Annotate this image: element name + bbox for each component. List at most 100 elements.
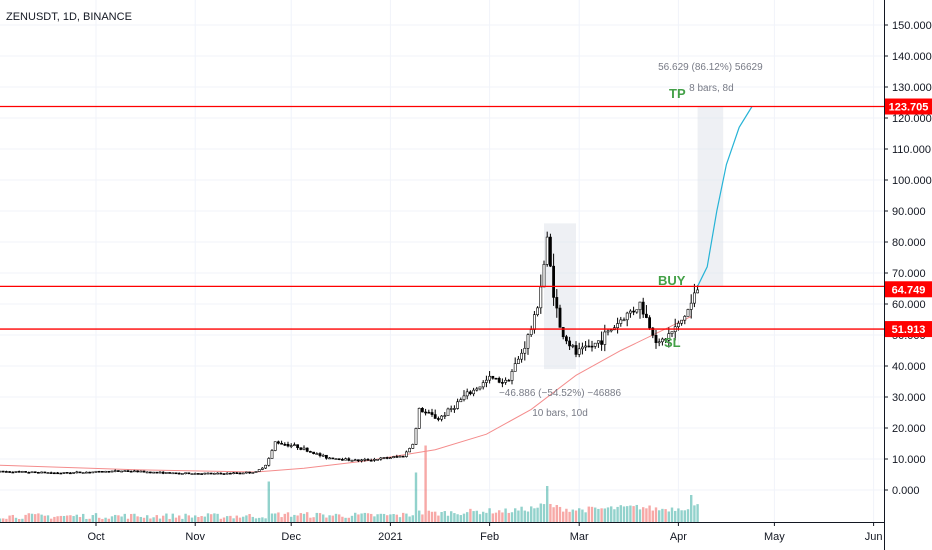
candle [462,395,466,400]
measure-down-line1: −46.886 (−54.52%) −46886 [499,388,621,399]
candle [600,340,604,345]
volume-bar [78,517,82,522]
volume-bar [309,517,312,522]
candle [584,345,588,348]
candle [404,451,408,457]
price-tick-label: 120.000 [892,113,932,125]
candle [184,472,188,475]
volume-bar [14,517,18,522]
candle [347,458,351,461]
volume-bar [533,508,536,522]
candle [107,470,111,473]
candle [225,472,229,475]
candle [356,459,360,462]
candle [398,455,402,458]
candle [65,472,69,474]
volume-bar [475,510,478,522]
volume-bar [261,517,264,522]
candle [360,459,364,462]
measure-box-down [544,223,576,370]
volume-bar [619,505,622,522]
volume-bar [603,508,606,522]
candle [168,472,172,474]
candle [340,459,344,461]
volume-bar [190,517,194,522]
candle [190,473,194,475]
volume-bar [181,518,184,522]
volume-bar [296,515,299,522]
candle [484,379,488,383]
level-tag-bg [885,281,932,298]
candle [257,469,261,472]
candle [568,340,572,347]
projection-line [697,106,753,287]
candle [36,472,40,474]
candle [536,307,540,315]
volume-bar [661,508,664,522]
candle [56,472,60,475]
volume-bar [680,510,683,522]
volume-bar [578,508,581,522]
horizontal-levels[interactable] [0,105,884,330]
volume-bar [405,513,408,522]
candle [49,472,53,474]
candle [292,444,296,446]
volume-bar [357,514,360,522]
candle [296,444,300,448]
candle [366,459,370,461]
volume-bar [462,513,466,522]
volume-bar [107,518,110,522]
candle [142,470,146,473]
projection-path [697,106,753,287]
volume-bar [88,518,91,522]
volume-bar [187,515,190,522]
volume-bar [366,513,370,522]
volume-bar [504,508,507,522]
volume-bar [82,513,85,522]
volume-bar [283,513,286,522]
volume-bar [651,510,654,522]
volume-bar [270,513,274,522]
volume-bar [165,513,168,522]
volume-bar [322,514,325,522]
volume-bar [152,517,155,522]
candle [587,345,591,348]
volume-bar [245,515,248,522]
volume-bar [453,513,456,522]
candle [8,471,12,473]
volume-bar [286,512,290,522]
volume-bar [50,518,53,522]
volume-bar [667,511,670,522]
volume-bar [306,512,309,522]
volume-bar [334,513,338,522]
volume-bar [219,518,222,522]
volume-bar [450,511,453,522]
candle [254,471,258,473]
volume-bar [139,516,142,522]
candle [302,447,306,450]
volume-bar [75,514,78,522]
volume-bar [34,514,37,522]
volume-bar [622,506,626,522]
volume-bar [2,518,5,522]
volume-bar [94,513,98,522]
volume-bar [686,509,690,522]
volume-bar [482,511,485,522]
candle [197,473,200,475]
candle [590,345,594,348]
price-tick-label: 20.000 [892,423,926,435]
volume-bar [574,510,578,522]
candle [206,472,210,475]
volume-bar [558,506,562,522]
volume-bar [146,515,149,522]
candle [187,472,191,475]
candle [401,455,405,458]
candle [270,450,274,459]
volume-bar [24,514,27,522]
candle [497,377,501,383]
candle [126,470,130,472]
candle [558,307,562,328]
candle [241,472,245,475]
volume-bar [104,517,107,522]
